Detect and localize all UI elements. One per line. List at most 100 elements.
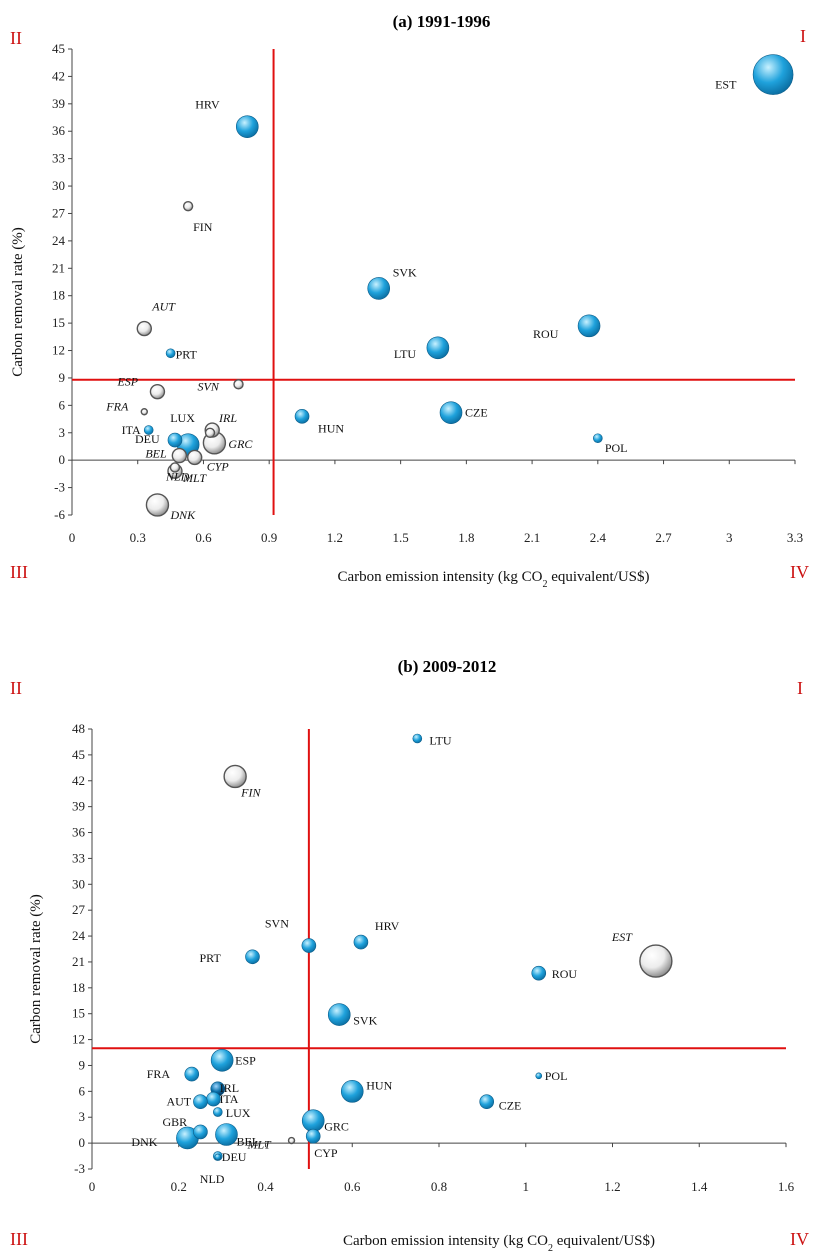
a-y-tick-label: 15 [52,315,65,330]
b-x-tick-label: 1.2 [604,1179,620,1194]
a-x-tick-label: 0 [69,530,76,545]
a-point-bel [171,447,188,464]
b-x-tick-label: 0 [89,1179,96,1194]
a-x-tick-label: 1.8 [458,530,474,545]
a-y-tick-label: 0 [59,452,66,467]
a-y-tick-label: 9 [59,370,66,385]
a-x-axis-label: Carbon emission intensity (kg CO2 equiva… [337,569,649,590]
b-label-ltu: LTU [429,733,452,747]
a-point-esp [149,383,166,400]
a-y-tick-label: 39 [52,96,65,111]
b-label-fin: FIN [240,785,261,799]
b-point-est [639,944,673,978]
b-y-tick-label: 6 [79,1083,86,1098]
a-point-pol [593,433,603,444]
b-point-ita [206,1091,221,1107]
b-point-pol [535,1072,543,1080]
b-y-tick-label: 42 [72,773,85,788]
b-x-tick-label: 1.6 [778,1179,795,1194]
b-y-tick-label: 18 [72,980,85,995]
b-y-tick-label: 12 [72,1032,85,1047]
a-label-svn: SVN [198,379,220,393]
b-y-tick-label: 30 [72,876,85,891]
b-point-svn [301,938,317,953]
a-point-dnk [145,493,170,517]
a-label-fra: FRA [105,400,129,414]
b-y-tick-label: 15 [72,1006,85,1021]
a-quadrant-iii: III [10,562,28,582]
a-x-tick-label: 3.3 [787,530,803,545]
b-quadrant-i: I [797,678,803,698]
a-point-hun [294,409,310,424]
b-label-svn: SVN [265,917,289,931]
a-y-tick-label: 21 [52,260,65,275]
a-label-rou: ROU [533,327,559,341]
a-y-tick-label: 33 [52,151,65,166]
a-point-ita [143,425,154,435]
a-point-hrv [235,115,259,138]
a-y-axis-label: Carbon removal rate (%) [10,227,26,377]
a-label-grc: GRC [228,437,253,451]
b-label-nld: NLD [200,1172,225,1186]
b-point-nld [214,1153,222,1161]
a-y-tick-label: 30 [52,178,65,193]
b-y-tick-label: -3 [74,1161,85,1176]
b-x-tick-label: 0.8 [431,1179,447,1194]
b-point-gbr [193,1124,208,1140]
a-point-aut [136,320,153,337]
b-x-tick-label: 1.4 [691,1179,708,1194]
b-point-bel [215,1123,238,1146]
b-point-hun [340,1080,364,1103]
b-x-tick-label: 1 [523,1179,530,1194]
b-point-esp [210,1048,234,1072]
b-y-tick-label: 45 [72,747,85,762]
a-x-tick-label: 1.5 [393,530,409,545]
a-y-tick-label: 27 [52,205,66,220]
a-label-deu: DEU [135,432,160,446]
a-point-svk [367,277,391,300]
b-y-tick-label: 39 [72,799,85,814]
a-label-mlt: MLT [182,471,207,485]
a-chart-title: (a) 1991-1996 [393,12,491,31]
b-chart-title: (b) 2009-2012 [398,657,497,676]
a-y-tick-label: 3 [59,425,66,440]
b-label-rou: ROU [552,967,578,981]
b-y-tick-label: 0 [79,1135,86,1150]
b-point-mlt [287,1136,296,1145]
a-point-ltu [426,336,450,360]
a-point-deu [167,432,183,448]
a-quadrant-i: I [800,26,806,46]
a-y-tick-label: 42 [52,68,65,83]
b-y-tick-label: 21 [72,954,85,969]
a-x-tick-label: 0.6 [195,530,212,545]
b-point-svk [327,1003,351,1026]
a-label-esp: ESP [116,375,138,389]
b-label-est: EST [611,930,633,944]
b-quadrant-ii: II [10,678,22,698]
a-label-est: EST [715,78,737,92]
b-y-axis-label: Carbon removal rate (%) [28,894,44,1044]
b-label-grc: GRC [324,1120,349,1134]
a-point-fra [140,408,149,416]
b-y-tick-label: 3 [79,1109,86,1124]
b-label-esp: ESP [235,1053,256,1067]
b-label-pol: POL [545,1069,568,1083]
b-label-mlt: MLT [247,1138,272,1152]
a-label-bel: BEL [145,447,167,461]
a-y-tick-label: -6 [54,507,65,522]
b-point-prt [245,949,260,965]
b-y-tick-label: 48 [72,721,85,736]
a-label-hun: HUN [318,421,344,435]
b-label-bel: BEL [236,1134,259,1148]
b-label-ita: ITA [219,1092,238,1106]
a-y-tick-label: 24 [52,233,66,248]
b-x-tick-label: 0.2 [171,1179,187,1194]
a-label-pol: POL [605,441,628,455]
b-x-axis-label: Carbon emission intensity (kg CO2 equiva… [343,1233,655,1254]
b-label-cyp: CYP [314,1146,338,1160]
a-quadrant-ii: II [10,28,22,48]
a-point-nld [169,462,181,473]
b-quadrant-iv: IV [790,1229,809,1249]
